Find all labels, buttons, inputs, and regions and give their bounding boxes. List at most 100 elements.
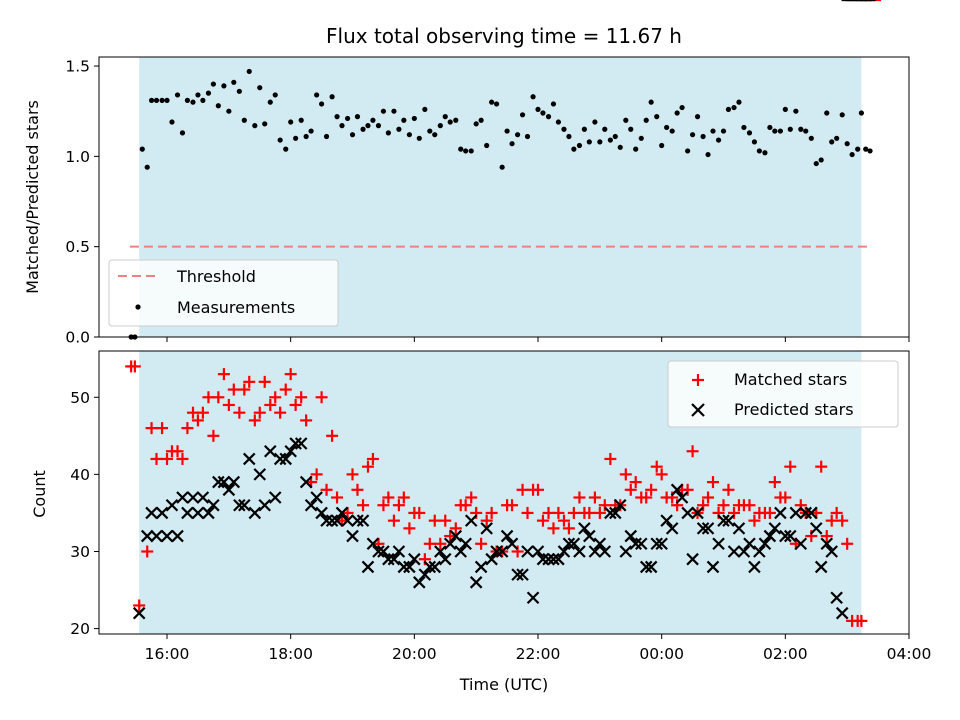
measurement-point [215,103,221,109]
predicted-star-point [526,591,540,605]
predicted-star-point-b [325,514,339,527]
predicted-star-point-b [593,537,607,551]
measurement-point [241,117,247,123]
measurement-point [535,106,541,112]
predicted-star-point-b [717,514,730,527]
measurement-point [416,135,422,141]
measurement-point [499,164,505,170]
predicted-star-point-b [588,545,602,558]
predicted-star-point-b [485,552,498,566]
measurement-point [314,92,320,98]
matched-star-point [655,468,668,481]
predicted-star-point [588,545,602,558]
measurement-point [262,121,268,127]
ratio-y-tick-label: 1.5 [65,58,90,76]
measurement-point [139,146,145,152]
matched-star-point [434,537,447,550]
predicted-star-point [604,506,617,520]
measurement-point [283,146,289,152]
predicted-star-point [737,545,751,558]
measurement-point [323,133,330,140]
predicted-star-point-b [619,545,633,558]
predicted-star-point [279,452,293,466]
predicted-star-point-b [562,537,576,551]
predicted-star-point [469,576,483,589]
predicted-star-point [511,568,524,581]
predicted-star-point-b [655,537,668,551]
predicted-star-point-b [552,552,565,566]
count-y-axis-ticks: 20 30 40 50 [70,389,99,638]
predicted-star-point [196,491,210,504]
predicted-star-point-b [341,514,354,527]
time-x-axis-ticks: 16:00 18:00 20:00 22:00 00:00 02:00 04:00 [145,634,931,663]
predicted-star-point [696,522,710,535]
predicted-star-point-b [809,522,823,535]
predicted-star-point [784,529,797,543]
count-y-tick-label: 20 [70,620,90,638]
predicted-star-point-b [196,491,210,504]
predicted-star-point-b [356,514,370,527]
matched-star-point [284,368,297,381]
predicted-star-point-b [443,537,457,551]
predicted-star-point-b [474,560,488,574]
predicted-star-point-b [732,522,746,535]
measurement-point [272,92,278,98]
measurement-point [174,92,181,98]
predicted-star-point [325,514,339,527]
time-x-tick-label: 18:00 [268,645,313,663]
measurement-point [524,133,531,140]
predicted-star-point-b [583,529,596,543]
measurement-point [179,130,186,136]
predicted-star-point [155,506,169,520]
predicted-star-point [330,514,344,527]
predicted-star-point [253,468,267,481]
legend-measurements-label: Measurements [177,298,295,317]
matched-star-point [449,522,462,535]
predicted-star-point-b [480,522,493,535]
matched-star-point [521,506,534,519]
predicted-star-point-b [397,560,411,574]
matched-star-point [650,460,663,473]
predicted-star-point [717,514,730,527]
measurement-point [576,142,583,149]
count-y-tick-label: 50 [70,389,90,407]
matched-star-point [702,491,715,504]
predicted-star-point [490,545,503,558]
predicted-star-point [814,560,828,574]
measurement-point [468,148,474,154]
matched-star-point [784,460,797,473]
count-y-axis-label: Count [30,470,49,518]
predicted-star-point [675,491,689,504]
predicted-star-point [140,529,154,543]
measurement-point [375,123,382,129]
matched-star-point [506,499,519,512]
predicted-star-point-b [186,491,200,504]
measurement-point [855,146,861,152]
predicted-star-point-b [279,452,293,466]
matched-star-point [397,491,410,504]
predicted-star-point [397,560,411,574]
ratio-y-axis-label: Matched/Predicted stars [23,100,42,294]
count-panel-frame [98,350,910,635]
measurement-point [153,97,160,103]
predicted-star-point-b [604,506,617,520]
predicted-star-point-b [212,475,225,489]
predicted-star-point [495,545,509,558]
predicted-star-point [361,560,375,574]
measurement-point [190,99,196,105]
predicted-star-point-b [490,545,503,558]
matched-star-point [423,537,436,550]
matched-star-point [748,514,761,527]
matched-star-point [269,391,282,404]
measurement-point [463,148,469,154]
predicted-star-point-b [613,498,627,512]
measurement-point [288,119,294,125]
predicted-star-point [233,498,246,512]
predicted-star-point [403,560,416,574]
measurement-point [195,92,201,98]
predicted-star-point [212,475,225,489]
predicted-star-point [644,560,658,574]
predicted-star-point [207,498,220,512]
predicted-star-point-b [665,522,679,535]
measurement-point [571,146,577,152]
